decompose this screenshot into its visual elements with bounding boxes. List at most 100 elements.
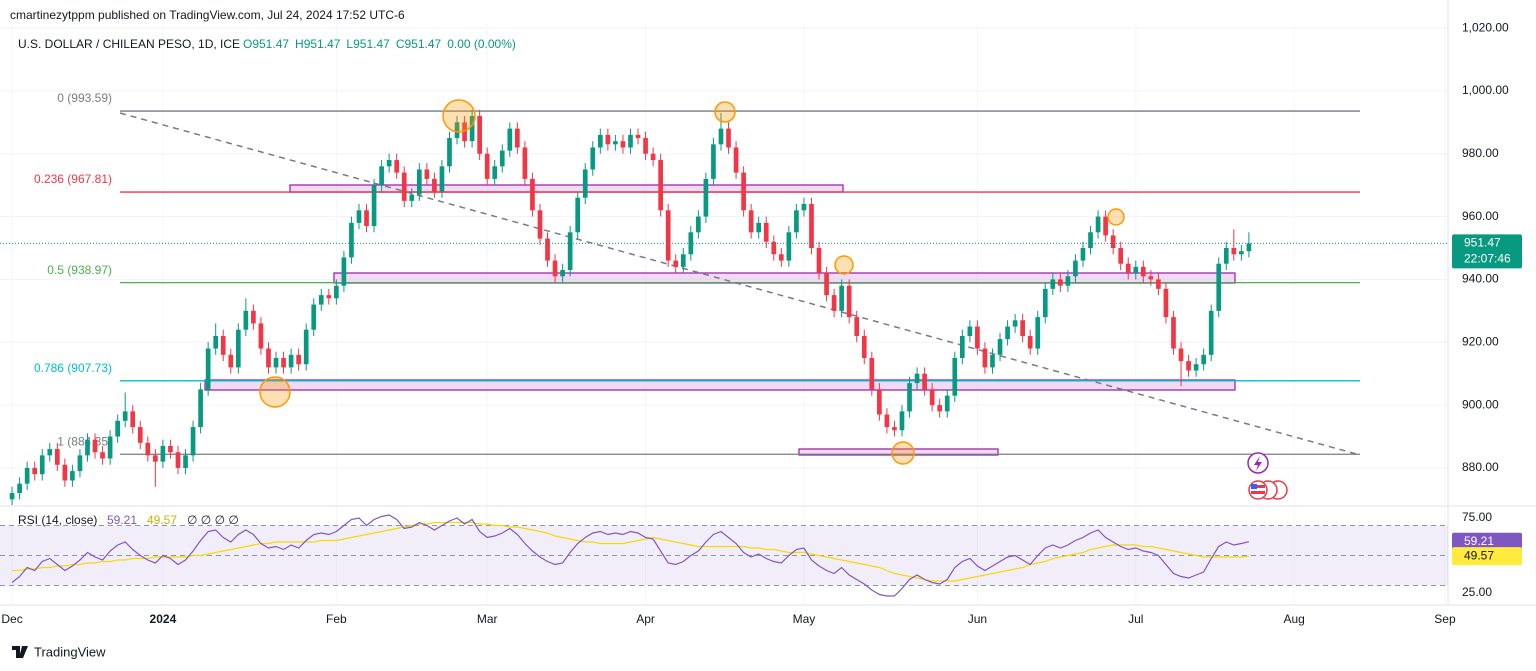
candle-body [115,420,120,437]
rsi-tag-label: 59.21 [1464,534,1494,548]
rsi-tick-label: 75.00 [1462,510,1492,524]
candle-body [439,166,445,192]
fib-label: 1 (884.35) [57,434,112,448]
candle-body [469,116,475,142]
candle-body [1246,243,1252,252]
candle-body [1125,263,1131,274]
y-tick-label: 960.00 [1462,209,1499,223]
candle-body [318,295,324,305]
candle-body [160,445,166,462]
candle-body [552,260,558,277]
candle-body [326,295,332,299]
candle-body [273,357,279,368]
x-tick-label: Mar [477,612,498,626]
candle-body [1163,288,1169,318]
candle-body [726,128,731,148]
candle-body [982,348,988,368]
x-tick-label: Apr [636,612,655,626]
highlight-circle [714,101,736,123]
highlights [259,99,1125,465]
candle-body [628,134,633,148]
candle-body [560,269,565,277]
candle-body [673,260,679,267]
candle-body [771,241,777,255]
candle-body [77,455,83,472]
candle-body [839,285,844,311]
candle-body [9,493,15,500]
candle-body [432,178,437,192]
flag-stripe [1251,491,1265,494]
candle-body [477,116,482,154]
zone [798,448,999,456]
candle-body [281,357,286,368]
candle-body [590,147,596,170]
highlight-circle [1107,208,1125,226]
candle-body [778,254,784,261]
candle-body [92,439,98,453]
rsi-pane [0,514,1448,597]
brand-logo [12,646,28,658]
candle-body [311,304,317,330]
candle-body [122,411,128,421]
zone [333,272,1236,284]
candle-body [1216,263,1222,311]
candle-body [454,122,460,139]
ohlc-value: C951.47 [396,37,442,51]
candle-body [1080,248,1086,261]
brand-name: TradingView [34,644,106,659]
rsi-ma-line [12,521,1249,582]
x-tick-label: Dec [1,612,22,626]
candles [9,109,1252,505]
ohlc-value: L951.47 [346,37,390,51]
candle-body [85,439,90,456]
zones [204,184,1236,456]
fib-label: 0.236 (967.81) [34,172,112,186]
rsi-extra: ∅ ∅ ∅ ∅ [187,513,239,527]
candle-body [696,216,701,233]
fibonacci: 0 (993.59) 0.236 (967.81) 0.5 (938.97) 0.78… [34,91,1360,455]
candle-body [1050,279,1056,289]
candle-body [1110,235,1116,249]
candle-body [907,383,912,412]
y-tick-label: 900.00 [1462,397,1499,411]
candle-body [1208,310,1214,355]
candle-body [447,138,452,167]
candle-body [597,134,603,148]
candle-body [786,232,792,261]
candle-body [680,254,686,267]
event-icons[interactable] [1247,452,1288,500]
candle-body [1058,279,1063,286]
candle-body [997,339,1003,355]
y-tick-label: 940.00 [1462,272,1499,286]
candle-body [175,452,181,468]
candle-body [1133,266,1139,274]
ohlc-legend: O951.47 H951.47 L951.47 C951.47 0.00 (0.00%) [243,37,516,51]
flag-icon[interactable] [1248,480,1268,500]
candle-body [1088,232,1093,249]
candle-body [635,134,641,139]
x-tick-label: Aug [1283,612,1304,626]
candle-body [801,204,807,211]
candle-body [130,411,136,428]
candle-body [349,222,354,258]
candle-body [537,210,543,239]
candle-body [650,153,656,161]
candle-body [1148,276,1154,280]
candle-body [424,169,430,179]
candle-body [288,354,294,368]
candle-body [545,238,550,261]
candle-body [846,285,852,318]
candle-body [137,427,143,443]
candle-body [364,210,369,227]
x-tick-label: Feb [326,612,347,626]
candle-body [62,464,68,481]
candle-body [824,273,829,296]
candle-body [567,232,573,270]
candle-body [530,178,535,211]
candle-body [658,160,663,211]
candle-body [937,405,943,412]
candle-body [198,389,203,428]
trend-line [119,112,1361,456]
ohlc-value: 0.00 (0.00%) [447,37,516,51]
